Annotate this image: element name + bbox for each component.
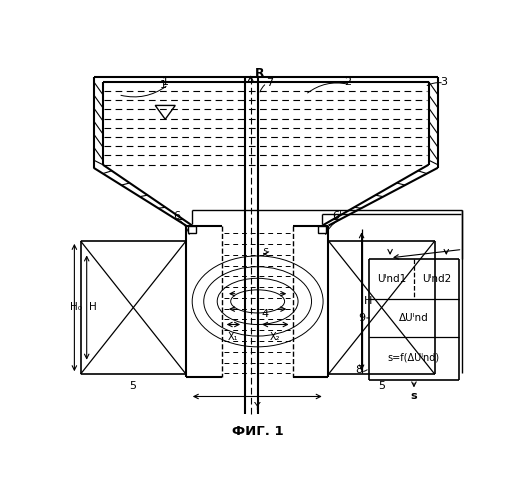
Text: 6': 6' [333,212,343,222]
Text: s=f(ΔUᴵnd): s=f(ΔUᴵnd) [388,353,440,363]
Text: 4: 4 [262,309,269,319]
Text: 9: 9 [358,313,365,323]
Text: 8: 8 [356,366,363,376]
Text: 1: 1 [0,499,1,500]
Text: 1: 1 [162,76,169,86]
Text: 6: 6 [173,212,180,222]
Text: s: s [263,246,268,256]
Text: H: H [363,296,372,306]
Bar [188,226,196,233]
Text: s: s [411,392,417,402]
Text: X₂: X₂ [270,332,281,342]
Text: Uᴵnd1: Uᴵnd1 [377,274,406,283]
Text: ΔUᴵnd: ΔUᴵnd [399,313,429,323]
Text: 3: 3 [440,76,448,86]
Text: 5: 5 [129,382,137,392]
Text: ФИГ. 1: ФИГ. 1 [232,426,283,438]
Text: X₁: X₁ [228,332,238,342]
Text: 1: 1 [160,80,166,90]
Text: 5: 5 [378,382,385,392]
Text: Uᴵnd2: Uᴵnd2 [422,274,451,283]
Bar [319,226,326,233]
Text: H: H [89,302,97,312]
Text: H₀: H₀ [70,302,82,312]
Text: R: R [255,68,265,80]
Text: 7: 7 [266,78,274,88]
Text: 2: 2 [344,76,351,86]
Text: Y: Y [254,402,260,412]
